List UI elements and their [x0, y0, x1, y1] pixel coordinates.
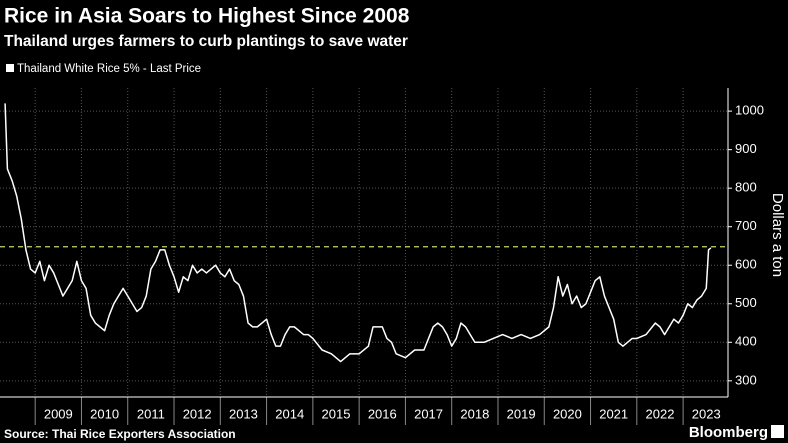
x-tick-label: 2013	[229, 406, 258, 421]
y-tick-label: 500	[735, 295, 757, 310]
brand-icon	[771, 425, 784, 438]
chart-title: Rice in Asia Soars to Highest Since 2008	[4, 5, 410, 28]
x-tick-label: 2021	[599, 406, 628, 421]
x-tick-label: 2020	[553, 406, 582, 421]
x-tick-label: 2022	[646, 406, 675, 421]
source: Source: Thai Rice Exporters Association	[4, 427, 236, 441]
x-tick-label: 2010	[90, 406, 119, 421]
y-tick-label: 800	[735, 180, 757, 195]
y-tick-label: 900	[735, 141, 757, 156]
x-tick-label: 2019	[507, 406, 536, 421]
series-line	[4, 103, 712, 363]
legend-swatch	[6, 64, 14, 72]
brand: Bloomberg	[689, 424, 768, 441]
x-tick-label: 2016	[368, 406, 397, 421]
x-tick-label: 2014	[275, 406, 304, 421]
y-tick-label: 600	[735, 257, 757, 272]
chart-subtitle: Thailand urges farmers to curb plantings…	[4, 33, 408, 50]
x-tick-label: 2012	[183, 406, 212, 421]
y-tick-label: 400	[735, 334, 757, 349]
x-tick-label: 2017	[414, 406, 443, 421]
x-tick-label: 2018	[460, 406, 489, 421]
x-tick-label: 2015	[322, 406, 351, 421]
y-tick-label: 300	[735, 372, 757, 387]
x-tick-label: 2009	[44, 406, 73, 421]
y-tick-label: 700	[735, 218, 757, 233]
y-tick-label: 1000	[735, 103, 764, 118]
legend-label: Thailand White Rice 5% - Last Price	[17, 63, 201, 75]
x-tick-label: 2023	[692, 406, 721, 421]
x-tick-label: 2011	[137, 406, 165, 421]
y-axis-title: Dollars a ton	[769, 193, 786, 277]
